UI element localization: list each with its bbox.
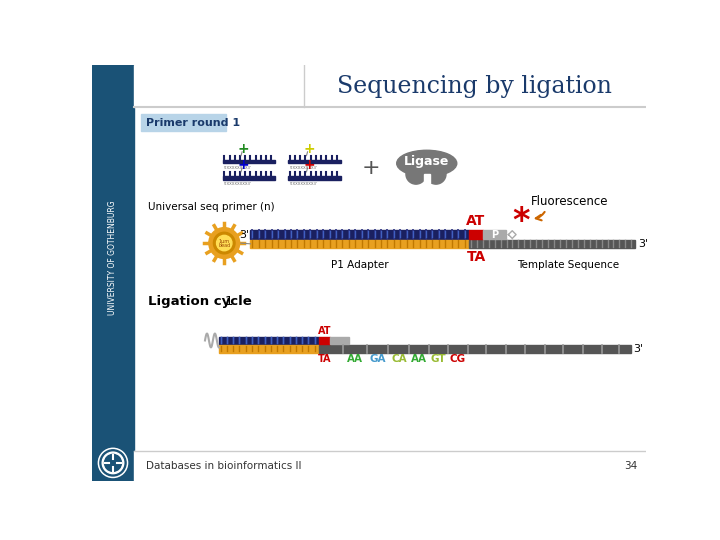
- Circle shape: [99, 448, 127, 477]
- Text: AT: AT: [318, 326, 331, 336]
- Circle shape: [217, 235, 232, 251]
- Text: Primer round 1: Primer round 1: [145, 118, 240, 127]
- Text: 5'XXXXXXXX3': 5'XXXXXXXX3': [224, 182, 253, 186]
- Bar: [288, 160, 341, 164]
- Text: UNIVERSITY OF GOTHENBURG: UNIVERSITY OF GOTHENBURG: [109, 200, 117, 315]
- Text: 3': 3': [638, 239, 648, 249]
- Bar: [134, 65, 647, 107]
- Text: 1: 1: [225, 295, 233, 308]
- Bar: [330, 336, 349, 345]
- Bar: [416, 163, 436, 170]
- Text: Sequencing by ligation: Sequencing by ligation: [338, 75, 612, 98]
- Text: *: *: [513, 205, 530, 238]
- Text: +: +: [238, 158, 249, 172]
- Bar: [92, 65, 134, 481]
- Text: Ligation cycle: Ligation cycle: [148, 295, 252, 308]
- Bar: [251, 240, 469, 248]
- Bar: [219, 345, 319, 353]
- Text: Universal seq primer (n): Universal seq primer (n): [148, 202, 274, 212]
- Text: +: +: [238, 141, 249, 156]
- Bar: [469, 240, 636, 248]
- Text: Ligase: Ligase: [404, 156, 449, 168]
- Text: AT: AT: [467, 214, 486, 228]
- Text: GT: GT: [431, 354, 446, 364]
- Circle shape: [213, 232, 235, 254]
- Bar: [134, 451, 647, 481]
- Text: AA: AA: [347, 354, 363, 364]
- Text: CG: CG: [449, 354, 466, 364]
- Text: CA: CA: [391, 354, 407, 364]
- Bar: [222, 160, 275, 164]
- Bar: [469, 231, 483, 239]
- Text: AA: AA: [411, 354, 427, 364]
- Text: P1 Adapter: P1 Adapter: [331, 260, 389, 271]
- Text: +: +: [361, 158, 380, 178]
- Bar: [222, 177, 275, 179]
- Bar: [219, 336, 319, 345]
- Text: GA: GA: [370, 354, 387, 364]
- Text: +: +: [303, 141, 315, 156]
- Bar: [423, 174, 430, 184]
- Circle shape: [104, 455, 122, 471]
- Bar: [319, 345, 631, 353]
- Text: 5'XXXXXXXX3': 5'XXXXXXXX3': [289, 182, 318, 186]
- Text: TA: TA: [318, 354, 331, 363]
- Text: +: +: [303, 158, 315, 172]
- Circle shape: [406, 164, 426, 184]
- Text: bead: bead: [218, 243, 230, 248]
- Text: Databases in bioinformatics II: Databases in bioinformatics II: [145, 461, 301, 471]
- Text: 3': 3': [239, 230, 249, 240]
- FancyBboxPatch shape: [141, 114, 226, 131]
- Text: 3': 3': [633, 344, 643, 354]
- Circle shape: [209, 228, 240, 259]
- Circle shape: [426, 164, 446, 184]
- Text: 34: 34: [624, 461, 637, 471]
- Text: 5'XXXXXXXX3': 5'XXXXXXXX3': [224, 166, 253, 170]
- Bar: [483, 231, 506, 239]
- Bar: [288, 177, 341, 179]
- Circle shape: [100, 450, 126, 476]
- Text: TA: TA: [467, 251, 486, 265]
- Circle shape: [102, 452, 124, 474]
- Text: P: P: [491, 230, 498, 240]
- Text: 1μm: 1μm: [219, 239, 230, 244]
- Ellipse shape: [397, 150, 456, 177]
- Bar: [319, 336, 330, 345]
- Text: Template Sequence: Template Sequence: [516, 260, 618, 271]
- Text: 5'XXXXXXXX3': 5'XXXXXXXX3': [289, 166, 318, 170]
- Text: Fluorescence: Fluorescence: [531, 195, 608, 208]
- Bar: [251, 231, 469, 239]
